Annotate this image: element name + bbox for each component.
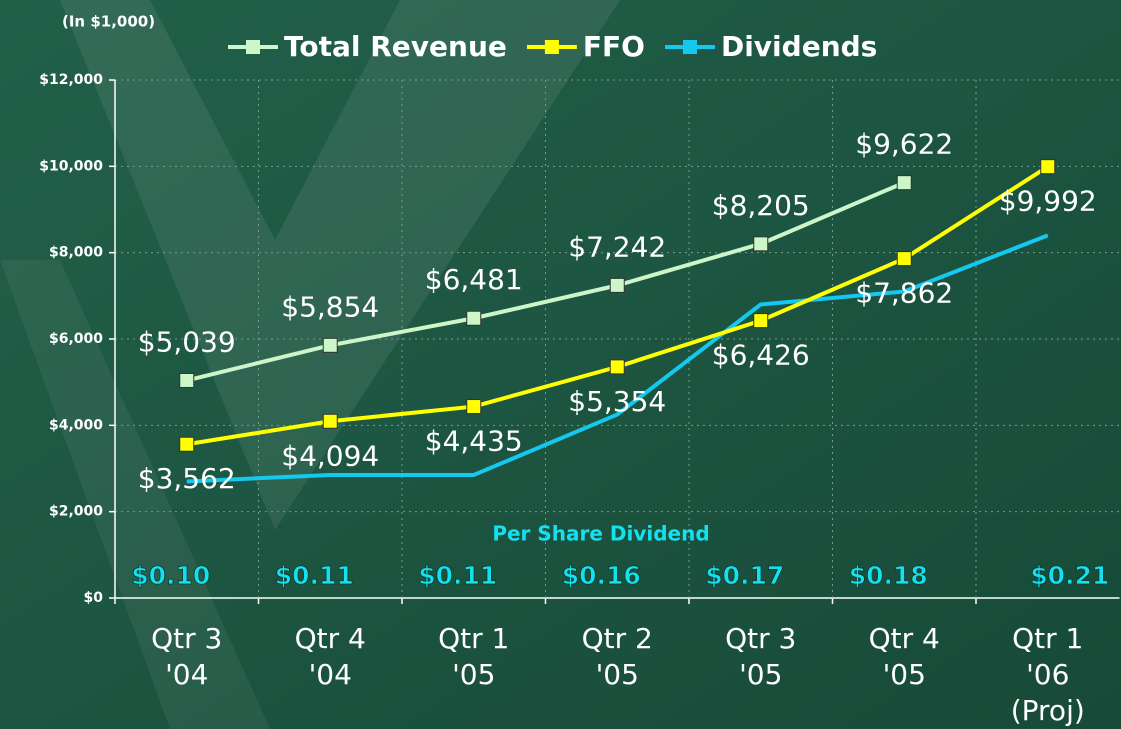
x-tick-label: '04 bbox=[309, 658, 352, 691]
per-share-label: $0.16 bbox=[562, 561, 641, 590]
data-label: $6,481 bbox=[425, 263, 523, 296]
data-label: $9,992 bbox=[999, 185, 1097, 218]
x-tick-label: '06 bbox=[1026, 658, 1069, 691]
y-tick-label: $8,000 bbox=[49, 245, 103, 261]
y-tick-label: $12,000 bbox=[39, 72, 103, 88]
data-label: $4,435 bbox=[425, 425, 523, 458]
y-tick-label: $2,000 bbox=[49, 504, 103, 520]
series-line bbox=[186, 180, 906, 383]
x-tick-label: Qtr 1 bbox=[438, 622, 509, 655]
legend-marker bbox=[544, 40, 559, 54]
legend-marker bbox=[246, 40, 260, 54]
point-marker bbox=[322, 337, 338, 353]
point-marker bbox=[609, 277, 625, 293]
per-share-label: $0.21 bbox=[1030, 561, 1109, 590]
data-label: $3,562 bbox=[138, 462, 236, 495]
x-tick-label: '05 bbox=[596, 658, 639, 691]
per-share-label: $0.11 bbox=[418, 561, 497, 590]
x-tick-label: Qtr 4 bbox=[295, 622, 366, 655]
data-label: $5,039 bbox=[138, 325, 236, 358]
per-share-label: $0.10 bbox=[131, 561, 210, 590]
legend-label: FFO bbox=[583, 30, 645, 63]
y-tick-label: $6,000 bbox=[49, 331, 103, 347]
point-marker bbox=[179, 436, 195, 452]
point-marker bbox=[179, 372, 195, 388]
per-share-label: $0.11 bbox=[275, 561, 354, 590]
data-label: $8,205 bbox=[712, 189, 810, 222]
x-tick-label: '05 bbox=[883, 658, 926, 691]
y-tick-label: $4,000 bbox=[49, 417, 103, 433]
per-share-label: $0.17 bbox=[705, 561, 784, 590]
v-watermark bbox=[0, 260, 270, 729]
legend: Total Revenue FFO Dividends bbox=[228, 30, 877, 63]
point-marker bbox=[609, 359, 625, 375]
point-marker bbox=[896, 175, 912, 191]
x-tick-label: Qtr 2 bbox=[582, 622, 653, 655]
point-marker bbox=[896, 251, 912, 267]
data-label: $5,854 bbox=[281, 290, 379, 323]
data-label: $4,094 bbox=[281, 439, 379, 472]
point-marker bbox=[466, 399, 482, 415]
x-tick-label: '05 bbox=[452, 658, 495, 691]
legend-marker bbox=[682, 40, 697, 54]
x-tick-label: Qtr 3 bbox=[151, 622, 222, 655]
data-label: $7,242 bbox=[568, 230, 666, 263]
x-tick-label: '04 bbox=[165, 658, 208, 691]
legend-label: Total Revenue bbox=[284, 30, 507, 63]
point-marker bbox=[322, 413, 338, 429]
v-watermark bbox=[60, 0, 620, 530]
per-share-label: $0.18 bbox=[849, 561, 928, 590]
data-label: $9,622 bbox=[855, 128, 953, 161]
y-tick-label: $0 bbox=[84, 590, 104, 606]
unit-label: (In $1,000) bbox=[62, 13, 155, 31]
x-tick-label: (Proj) bbox=[1011, 694, 1085, 727]
series-line bbox=[186, 233, 1049, 484]
point-marker bbox=[753, 313, 769, 329]
per-share-title: Per Share Dividend bbox=[492, 522, 709, 546]
data-label: $6,426 bbox=[712, 339, 810, 372]
y-tick-label: $10,000 bbox=[39, 158, 103, 174]
x-tick-label: Qtr 1 bbox=[1012, 622, 1083, 655]
data-label: $7,862 bbox=[855, 277, 953, 310]
point-marker bbox=[753, 236, 769, 252]
point-marker bbox=[466, 310, 482, 326]
legend-label: Dividends bbox=[721, 30, 877, 63]
x-tick-label: Qtr 4 bbox=[869, 622, 940, 655]
x-tick-label: Qtr 3 bbox=[725, 622, 796, 655]
point-marker bbox=[1040, 159, 1056, 175]
data-label: $5,354 bbox=[568, 385, 666, 418]
x-tick-label: '05 bbox=[739, 658, 782, 691]
